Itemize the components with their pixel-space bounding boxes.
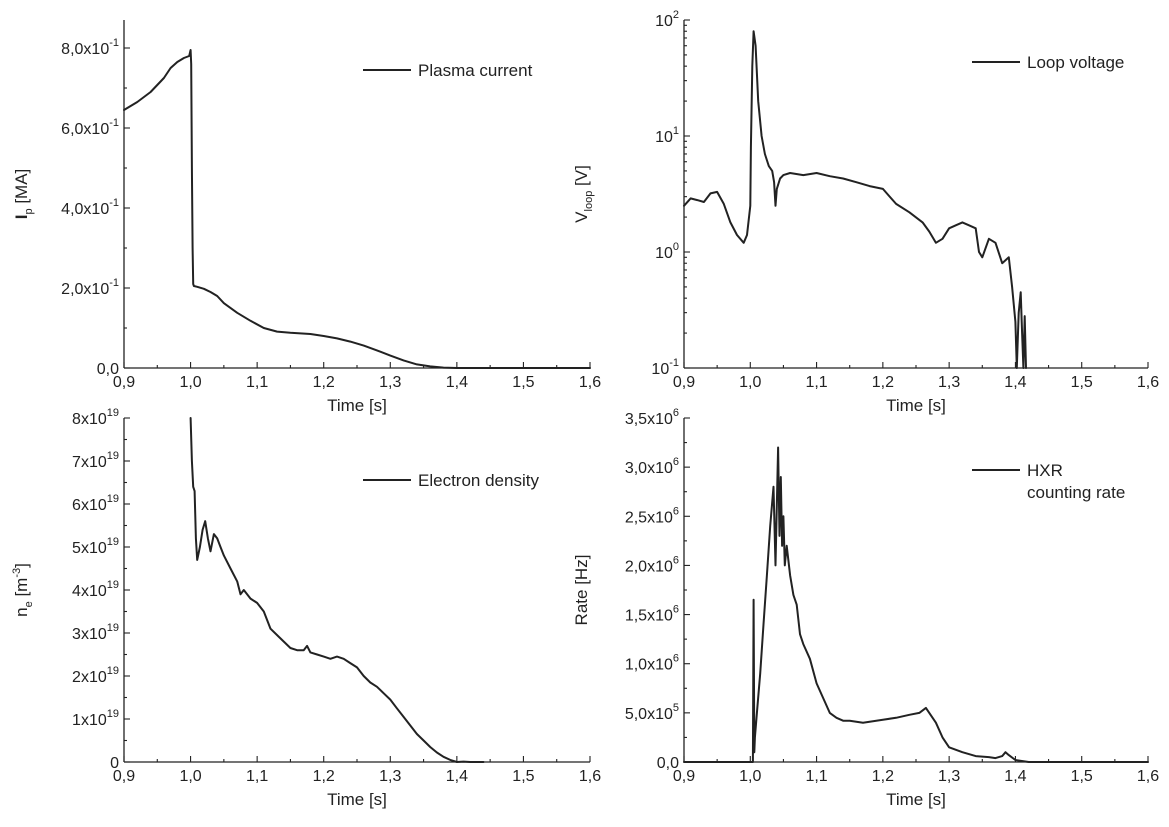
chart-panel-3: 0,9 1,0 1,1 1,2 1,3 1,4 1,5 1,6 0 1x1019 2x1019 3x1… xyxy=(11,407,601,809)
x-tick-label: 1,1 xyxy=(805,374,827,391)
y-tick-label: 2,0x106 xyxy=(625,554,679,575)
legend-label: HXR xyxy=(1027,461,1063,480)
x-tick-label: 1,4 xyxy=(1004,768,1026,785)
y-tick-label: 3,0x106 xyxy=(625,456,679,477)
chart-panel-4: 0,9 1,0 1,1 1,2 1,3 1,4 1,5 1,6 0,0 5,0x105 1,0x10… xyxy=(572,407,1159,809)
y-tick-label: 4x1019 xyxy=(72,579,119,600)
x-tick-label: 1,0 xyxy=(179,768,201,785)
x-tick-label: 1,4 xyxy=(446,768,468,785)
legend-label: Electron density xyxy=(418,471,539,490)
x-tick-label: 0,9 xyxy=(113,768,135,785)
x-axis-title: Time [s] xyxy=(327,396,387,415)
y-tick-label: 1,0x106 xyxy=(625,653,679,674)
x-tick-label: 1,6 xyxy=(1137,768,1159,785)
x-tick-label: 1,6 xyxy=(579,374,601,391)
x-tick-label: 0,9 xyxy=(113,374,135,391)
y-axis-title: Ip​ [MA] xyxy=(12,169,35,220)
x-axis-title: Time [s] xyxy=(886,790,946,809)
y-tick-label: 101 xyxy=(655,125,679,146)
y-tick-label: 1,5x106 xyxy=(625,604,679,625)
x-tick-label: 1,0 xyxy=(739,374,761,391)
x-tick-label: 1,5 xyxy=(512,374,534,391)
y-axis-title: Vloop​ [V] xyxy=(572,165,595,223)
x-tick-label: 1,5 xyxy=(512,768,534,785)
y-tick-label: 4,0x10-1 xyxy=(61,197,119,218)
y-tick-label: 8x1019 xyxy=(72,407,119,428)
y-tick-label: 2x1019 xyxy=(72,665,119,686)
x-tick-label: 1,0 xyxy=(179,374,201,391)
x-tick-label: 1,2 xyxy=(313,768,335,785)
y-tick-label: 8,0x10-1 xyxy=(61,37,119,58)
y-tick-label: 1x1019 xyxy=(72,708,119,729)
x-tick-label: 1,1 xyxy=(805,768,827,785)
x-tick-label: 1,3 xyxy=(379,374,401,391)
x-tick-label: 1,2 xyxy=(872,768,894,785)
y-tick-label: 100 xyxy=(655,241,679,262)
y-tick-label: 6,0x10-1 xyxy=(61,117,119,138)
y-tick-label: 3x1019 xyxy=(72,622,119,643)
y-tick-label: 0,0 xyxy=(657,755,679,772)
x-tick-label: 0,9 xyxy=(673,768,695,785)
y-tick-label: 2,0x10-1 xyxy=(61,277,119,298)
y-tick-label: 5,0x105 xyxy=(625,702,679,723)
x-tick-label: 1,6 xyxy=(579,768,601,785)
x-tick-label: 1,5 xyxy=(1071,768,1093,785)
y-tick-label: 7x1019 xyxy=(72,450,119,471)
x-tick-label: 1,2 xyxy=(872,374,894,391)
x-tick-label: 1,3 xyxy=(379,768,401,785)
y-axis-title: ne​ [m-3​] xyxy=(11,563,35,617)
y-tick-label: 0,0 xyxy=(97,361,119,378)
chart-panel-2: 0,9 1,0 1,1 1,2 1,3 1,4 1,5 1,6 10-1 100 101 102 Tim… xyxy=(572,9,1159,415)
y-tick-label: 5x1019 xyxy=(72,536,119,557)
series-line-1 xyxy=(189,417,485,763)
series-line-1 xyxy=(123,49,591,369)
x-axis-title: Time [s] xyxy=(886,396,946,415)
x-tick-label: 1,6 xyxy=(1137,374,1159,391)
chart-panel-1: 0,9 1,0 1,1 1,2 1,3 1,4 1,5 1,6 0,0 2,0x10-1 4,0x1… xyxy=(12,20,601,415)
y-tick-label: 10-1 xyxy=(651,357,679,378)
x-tick-label: 1,4 xyxy=(446,374,468,391)
x-tick-label: 1,2 xyxy=(313,374,335,391)
y-tick-label: 2,5x106 xyxy=(625,505,679,526)
y-axis-title: Rate [Hz] xyxy=(572,555,591,626)
x-tick-label: 1,1 xyxy=(246,374,268,391)
y-tick-label: 0 xyxy=(110,755,119,772)
legend-label: counting rate xyxy=(1027,483,1125,502)
x-tick-label: 1,0 xyxy=(739,768,761,785)
x-tick-label: 1,3 xyxy=(938,768,960,785)
x-axis-title: Time [s] xyxy=(327,790,387,809)
y-tick-label: 102 xyxy=(655,9,679,30)
x-tick-label: 1,1 xyxy=(246,768,268,785)
x-tick-label: 1,3 xyxy=(938,374,960,391)
legend-label: Plasma current xyxy=(418,61,533,80)
x-tick-label: 1,5 xyxy=(1071,374,1093,391)
y-tick-label: 3,5x106 xyxy=(625,407,679,428)
x-tick-label: 0,9 xyxy=(673,374,695,391)
series-line-1 xyxy=(683,30,1027,369)
x-tick-label: 1,4 xyxy=(1004,374,1026,391)
legend-label: Loop voltage xyxy=(1027,53,1124,72)
series-line-1 xyxy=(683,446,1149,763)
y-tick-label: 6x1019 xyxy=(72,493,119,514)
